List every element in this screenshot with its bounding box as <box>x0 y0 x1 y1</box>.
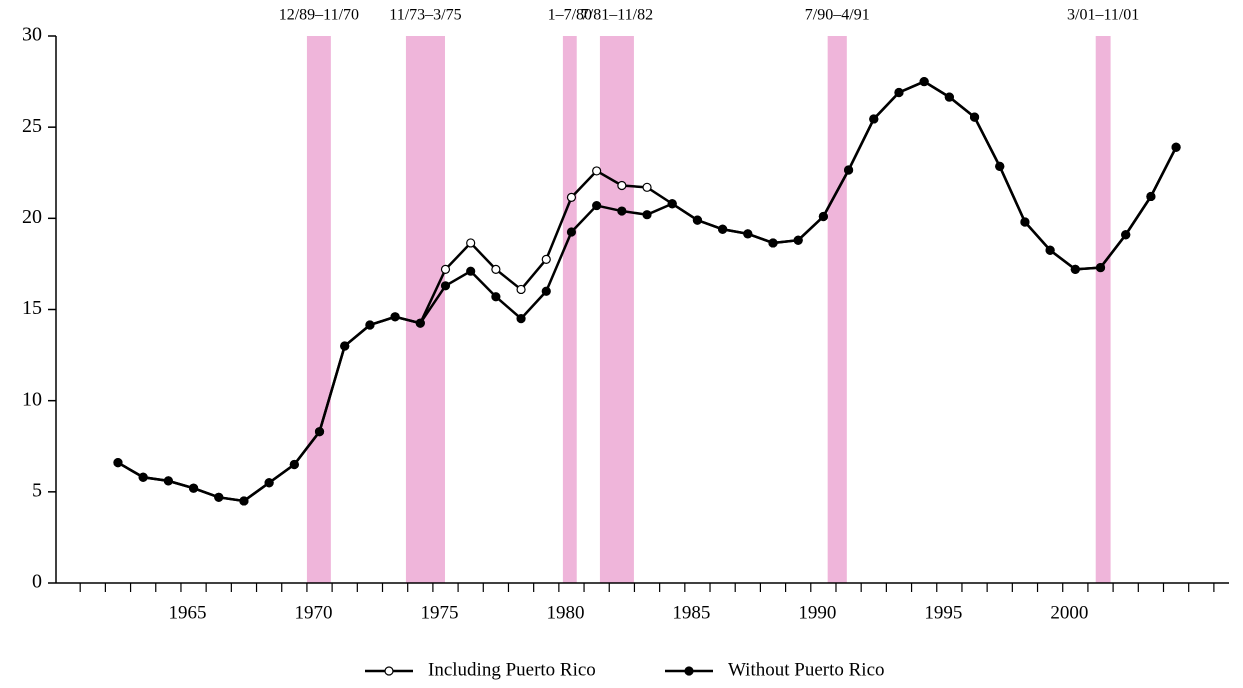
data-point <box>516 284 526 295</box>
x-tick-label: 1995 <box>924 602 962 623</box>
data-point <box>163 476 173 486</box>
data-point <box>1095 262 1106 273</box>
data-point <box>667 199 677 209</box>
data-point <box>642 210 652 220</box>
legend-label: Including Puerto Rico <box>428 659 596 680</box>
data-point <box>642 182 652 192</box>
data-point <box>1045 245 1055 255</box>
data-point <box>541 254 551 264</box>
data-point <box>894 87 904 98</box>
data-point <box>1070 264 1080 274</box>
data-point <box>390 312 400 322</box>
y-tick-label: 15 <box>22 297 42 319</box>
recession-label: 3/01–11/01 <box>1067 7 1139 24</box>
recession-band <box>306 36 331 583</box>
data-point <box>743 229 753 239</box>
data-point <box>995 161 1005 171</box>
data-point <box>944 92 954 102</box>
x-tick-label: 2000 <box>1050 602 1088 623</box>
data-point <box>617 180 627 191</box>
x-tick-label: 1990 <box>798 602 836 623</box>
data-point <box>793 235 803 245</box>
recession-label: 1–7/80 <box>548 7 592 24</box>
data-point <box>188 483 199 493</box>
data-point <box>440 281 451 291</box>
data-point <box>718 224 728 234</box>
data-point <box>314 427 325 437</box>
data-point <box>919 76 929 87</box>
x-tick-label: 1980 <box>546 602 584 623</box>
data-point <box>239 496 249 506</box>
recession-band <box>562 36 577 583</box>
y-tick-label: 0 <box>32 571 42 593</box>
series-line <box>117 80 1178 503</box>
legend-marker <box>684 666 694 676</box>
y-tick-label: 25 <box>22 115 42 137</box>
data-point <box>415 318 425 328</box>
recession-band <box>1095 36 1111 583</box>
data-point <box>289 459 299 470</box>
data-point <box>566 227 577 237</box>
data-point <box>617 206 627 216</box>
recession-band <box>827 36 847 583</box>
y-tick-label: 30 <box>22 24 42 46</box>
y-tick-label: 20 <box>22 206 42 228</box>
legend-marker <box>384 666 394 676</box>
data-point <box>491 292 501 302</box>
data-point <box>843 165 854 175</box>
legend-label: Without Puerto Rico <box>728 659 885 680</box>
data-point <box>516 314 526 324</box>
x-tick-label: 1970 <box>295 602 333 623</box>
recession-label: 7/90–4/91 <box>805 7 870 24</box>
data-point <box>768 238 778 248</box>
data-point <box>264 478 274 488</box>
data-point <box>969 112 980 122</box>
data-point <box>440 264 451 274</box>
recession-label: 7/81–11/82 <box>581 7 653 24</box>
data-point <box>541 286 551 296</box>
x-tick-label: 1985 <box>672 602 710 623</box>
y-tick-label: 10 <box>22 388 42 410</box>
recession-label: 11/73–3/75 <box>389 7 461 24</box>
data-point <box>1171 142 1181 152</box>
data-point <box>1121 230 1131 240</box>
data-point <box>592 200 602 211</box>
recession-label: 12/89–11/70 <box>279 7 359 24</box>
recession-band <box>599 36 634 583</box>
data-point <box>340 341 350 351</box>
data-point <box>491 264 501 274</box>
data-point <box>466 266 476 276</box>
data-point <box>869 114 879 124</box>
data-point <box>592 166 602 176</box>
y-tick-label: 5 <box>32 479 42 501</box>
x-tick-label: 1975 <box>420 602 458 623</box>
x-tick-label: 1965 <box>169 602 207 623</box>
data-point <box>138 472 148 482</box>
data-point <box>818 211 828 222</box>
data-point <box>1020 217 1030 227</box>
data-point <box>466 238 476 248</box>
data-point <box>365 320 375 330</box>
data-point <box>113 458 123 468</box>
data-point <box>566 192 577 202</box>
series-line <box>117 80 1178 503</box>
data-point <box>692 215 703 225</box>
data-point <box>214 492 224 502</box>
data-point <box>1146 191 1156 202</box>
